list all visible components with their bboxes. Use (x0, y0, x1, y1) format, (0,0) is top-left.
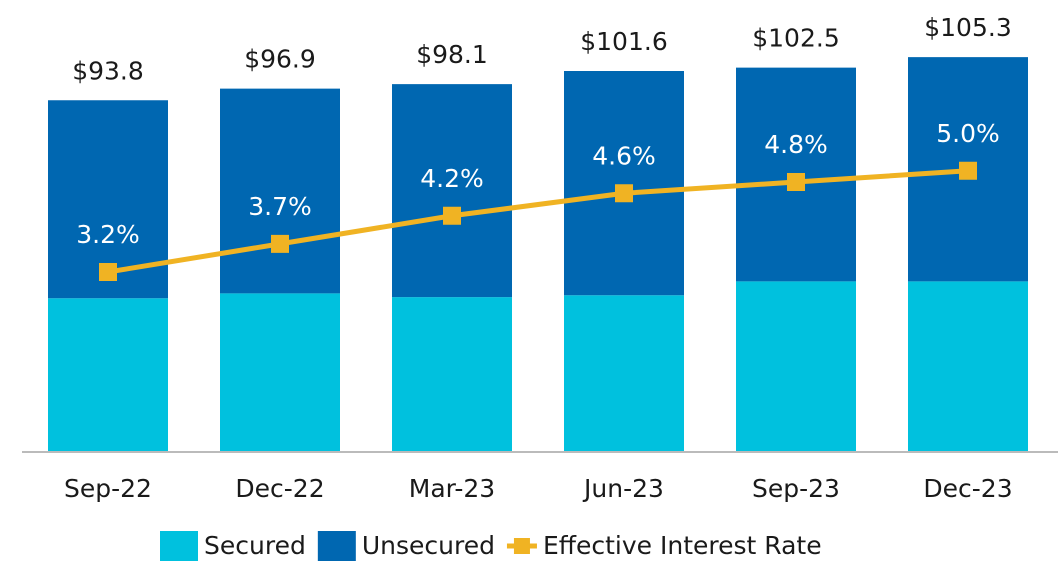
rate-marker (787, 173, 805, 191)
bar-segment (564, 71, 684, 296)
bar-segment (48, 298, 168, 452)
rate-label: 4.6% (592, 141, 656, 170)
bar-segment (220, 88, 340, 294)
legend-label: Secured (204, 531, 306, 560)
rate-label: 4.2% (420, 164, 484, 193)
x-tick-label: Sep-22 (64, 474, 152, 503)
rate-label: 5.0% (936, 119, 1000, 148)
rate-label: 3.2% (76, 220, 140, 249)
total-label: $102.5 (752, 24, 839, 53)
rate-marker (959, 161, 977, 180)
x-tick-label: Jun-23 (582, 474, 664, 503)
bar-segment (220, 293, 340, 452)
bar-segment (564, 295, 684, 452)
rate-label: 3.7% (248, 192, 312, 221)
total-label: $98.1 (416, 40, 488, 69)
x-tick-label: Mar-23 (409, 474, 495, 503)
x-tick-label: Sep-23 (752, 474, 840, 503)
legend-label: Effective Interest Rate (543, 531, 822, 560)
x-tick-label: Dec-22 (235, 474, 324, 503)
bar-segment (392, 297, 512, 452)
x-tick-label: Dec-23 (923, 474, 1012, 503)
bar-segment (392, 84, 512, 298)
rate-line (107, 168, 969, 275)
rate-label: 4.8% (764, 130, 828, 159)
rate-marker (99, 263, 117, 281)
rate-marker (271, 234, 289, 253)
total-label: $93.8 (72, 56, 144, 85)
rate-marker (615, 184, 633, 203)
legend-swatch (160, 531, 198, 561)
total-label: $101.6 (580, 27, 667, 56)
total-label: $96.9 (244, 45, 316, 74)
bar-segment (908, 281, 1028, 452)
rate-marker (443, 206, 461, 225)
bar-segment (736, 281, 856, 452)
legend-swatch (513, 538, 530, 554)
total-label: $105.3 (924, 13, 1011, 42)
legend-label: Unsecured (362, 531, 495, 560)
legend-swatch (317, 531, 356, 561)
